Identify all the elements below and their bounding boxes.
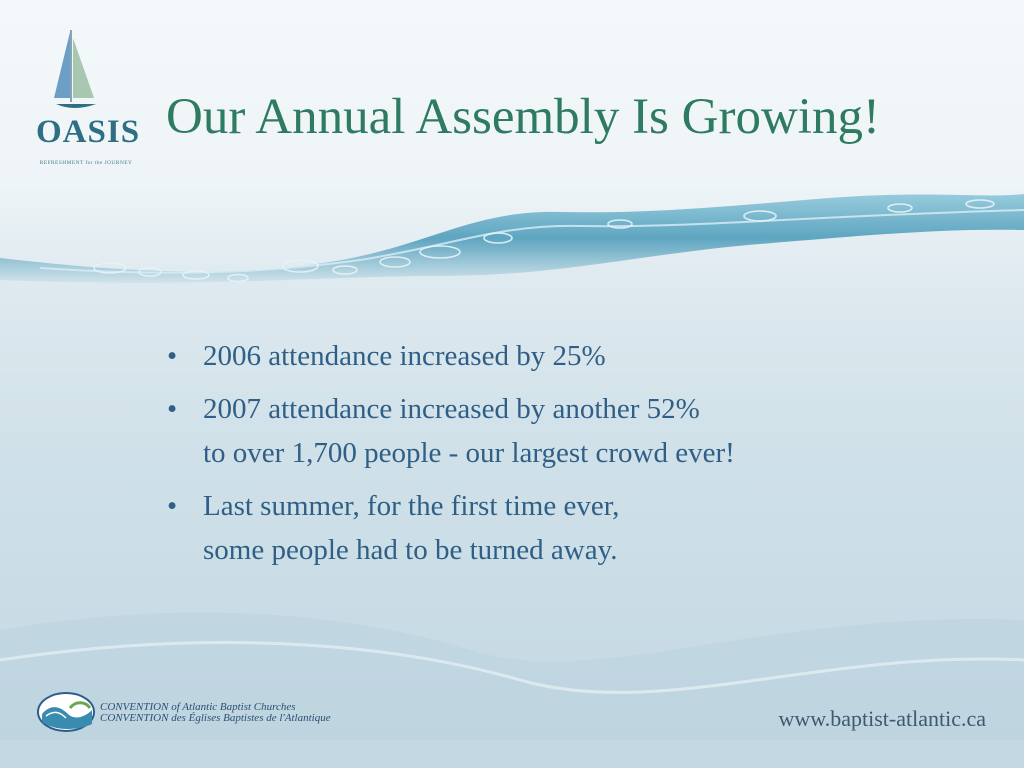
bullet-list: • 2006 attendance increased by 25% • 200… (165, 334, 735, 581)
oasis-wordmark: OASIS (36, 114, 141, 150)
bullet-text: Last summer, for the first time ever, (203, 490, 620, 522)
bullet-marker: • (167, 490, 178, 522)
bullet-item: • 2006 attendance increased by 25% (165, 334, 735, 378)
convention-wave-icon (37, 692, 95, 732)
oasis-logo: OASIS REFRESHMENT for the JOURNEY (30, 28, 141, 166)
bullet-text-continuation: to over 1,700 people - our largest crowd… (203, 437, 735, 469)
bullet-item: • Last summer, for the first time ever, … (165, 484, 735, 572)
convention-name-fr: CONVENTION des Églises Baptistes de l'At… (100, 712, 331, 724)
bullet-marker: • (167, 340, 178, 372)
convention-names: CONVENTION of Atlantic Baptist Churches … (100, 702, 331, 724)
sailboat-icon (54, 30, 96, 108)
bullet-text-continuation: some people had to be turned away. (203, 534, 618, 566)
bullet-marker: • (167, 393, 178, 425)
water-wave-graphic (0, 194, 1024, 283)
convention-name-en: CONVENTION of Atlantic Baptist Churches (100, 701, 296, 713)
bullet-text: 2006 attendance increased by 25% (203, 340, 606, 372)
bullet-text: 2007 attendance increased by another 52% (203, 393, 700, 425)
background-swoosh (0, 612, 1024, 740)
oasis-tagline: REFRESHMENT for the JOURNEY (39, 160, 133, 166)
website-url: www.baptist-atlantic.ca (778, 706, 987, 731)
bullet-item: • 2007 attendance increased by another 5… (165, 387, 735, 475)
convention-logo: CONVENTION of Atlantic Baptist Churches … (36, 688, 331, 740)
slide-title: Our Annual Assembly Is Growing! (166, 89, 880, 145)
